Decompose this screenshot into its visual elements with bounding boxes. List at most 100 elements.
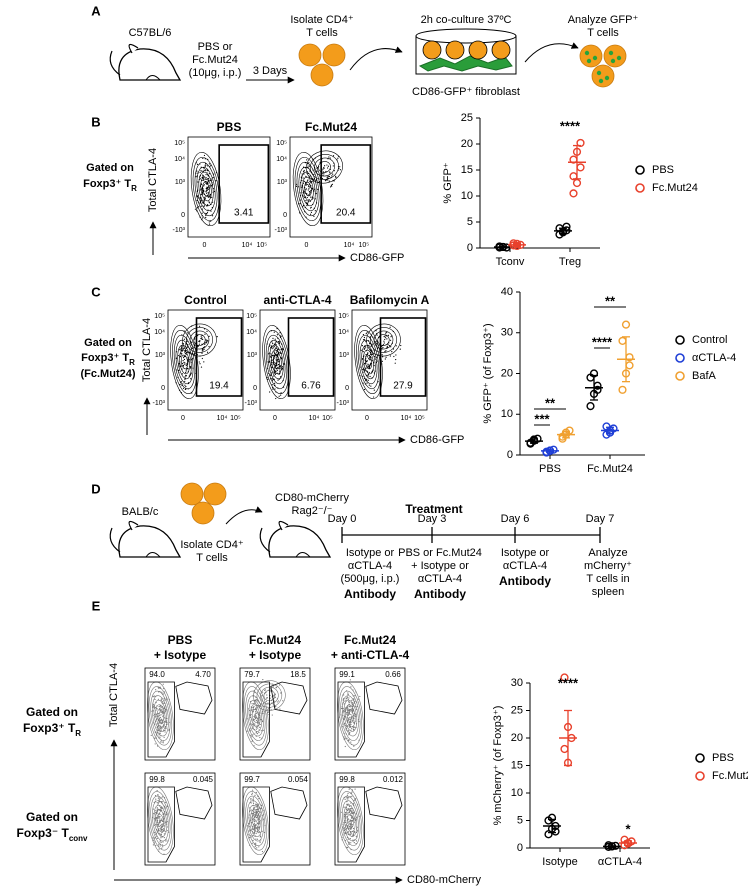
event-dot [204, 196, 206, 198]
event-dot [313, 173, 315, 176]
event-dot [264, 689, 266, 691]
event-dot [383, 342, 385, 344]
event-dot [349, 716, 351, 718]
event-dot [270, 374, 272, 377]
event-dot [395, 345, 397, 347]
event-dot [158, 848, 160, 850]
event-dot [353, 721, 355, 723]
event-dot [186, 340, 188, 343]
density-contour [253, 680, 286, 711]
flow-tick-label: 10⁵ [174, 140, 185, 147]
event-dot [276, 365, 278, 367]
event-dot [199, 202, 201, 204]
event-dot [366, 331, 368, 333]
event-dot [196, 207, 199, 209]
event-dot [202, 338, 204, 341]
event-dot [160, 833, 162, 835]
event-dot [251, 792, 253, 794]
event-dot [206, 342, 208, 344]
cell-icon [298, 43, 322, 67]
cell-icon [445, 40, 465, 60]
event-dot [346, 696, 349, 698]
gate [337, 786, 365, 863]
event-dot [157, 797, 160, 799]
event-dot [326, 164, 328, 166]
event-dot [253, 826, 255, 829]
event-dot [393, 355, 395, 358]
label-subscript: R [75, 729, 81, 738]
event-dot [274, 343, 276, 345]
y-tick-label: 30 [501, 327, 513, 339]
event-dot [160, 699, 162, 702]
timeline-text: αCTLA-4 [503, 560, 547, 572]
event-dot [353, 728, 355, 730]
column-title: + Isotype [154, 648, 207, 662]
fibroblast [418, 55, 513, 72]
event-dot [308, 165, 311, 167]
gate [287, 317, 335, 397]
event-dot [385, 332, 387, 334]
timeline-text: T cells in [586, 573, 629, 585]
flow-tick-label: 10³ [155, 352, 166, 359]
event-dot [156, 837, 158, 839]
event-dot [348, 740, 350, 742]
event-dot [269, 391, 271, 393]
density-contour [296, 161, 320, 217]
event-dot [212, 201, 214, 203]
event-dot [347, 720, 349, 722]
event-dot [366, 378, 368, 380]
event-dot [309, 213, 312, 215]
event-dot [371, 360, 373, 362]
event-dot [160, 818, 162, 820]
event-dot [346, 809, 348, 811]
event-dot [366, 356, 369, 358]
event-dot [347, 706, 349, 708]
day-label: Day 7 [586, 513, 615, 525]
gate-value: 27.9 [393, 381, 413, 392]
event-dot [182, 383, 184, 385]
gfp-dot [586, 58, 592, 64]
event-dot [248, 823, 250, 825]
event-dot [249, 714, 251, 716]
event-dot [359, 695, 361, 698]
event-dot [329, 157, 331, 159]
event-dot [161, 796, 164, 798]
flow-tick-label: -10³ [153, 400, 166, 407]
event-dot [187, 358, 189, 360]
label: 3 Days [253, 65, 288, 77]
event-dot [352, 802, 355, 804]
event-dot [253, 703, 255, 705]
event-dot [254, 827, 256, 830]
y-tick-label: 15 [461, 164, 473, 176]
event-dot [252, 801, 254, 803]
event-dot [200, 205, 202, 207]
event-dot [310, 196, 312, 198]
event-dot [163, 833, 165, 835]
event-dot [156, 807, 158, 809]
event-dot [348, 718, 350, 720]
event-dot [207, 340, 209, 342]
legend-label: Fc.Mut24 [652, 182, 698, 194]
event-dot [386, 346, 389, 348]
event-dot [252, 802, 255, 805]
event-dot [207, 187, 209, 189]
event-dot [251, 842, 253, 844]
density-contour [377, 334, 390, 346]
density-contour [148, 686, 173, 746]
event-dot [388, 345, 390, 347]
event-dot [248, 807, 251, 809]
event-dot [158, 843, 160, 845]
event-dot [370, 363, 372, 365]
event-dot [269, 697, 271, 699]
gate [147, 786, 175, 863]
event-dot [159, 723, 161, 725]
event-dot [197, 181, 199, 183]
event-dot [203, 185, 205, 187]
event-dot [254, 723, 256, 725]
flow-tick-label: 10⁴ [401, 415, 412, 422]
event-dot [257, 814, 259, 817]
event-dot [323, 167, 325, 170]
event-dot [274, 382, 276, 384]
event-dot [161, 720, 163, 722]
event-dot [200, 183, 203, 185]
